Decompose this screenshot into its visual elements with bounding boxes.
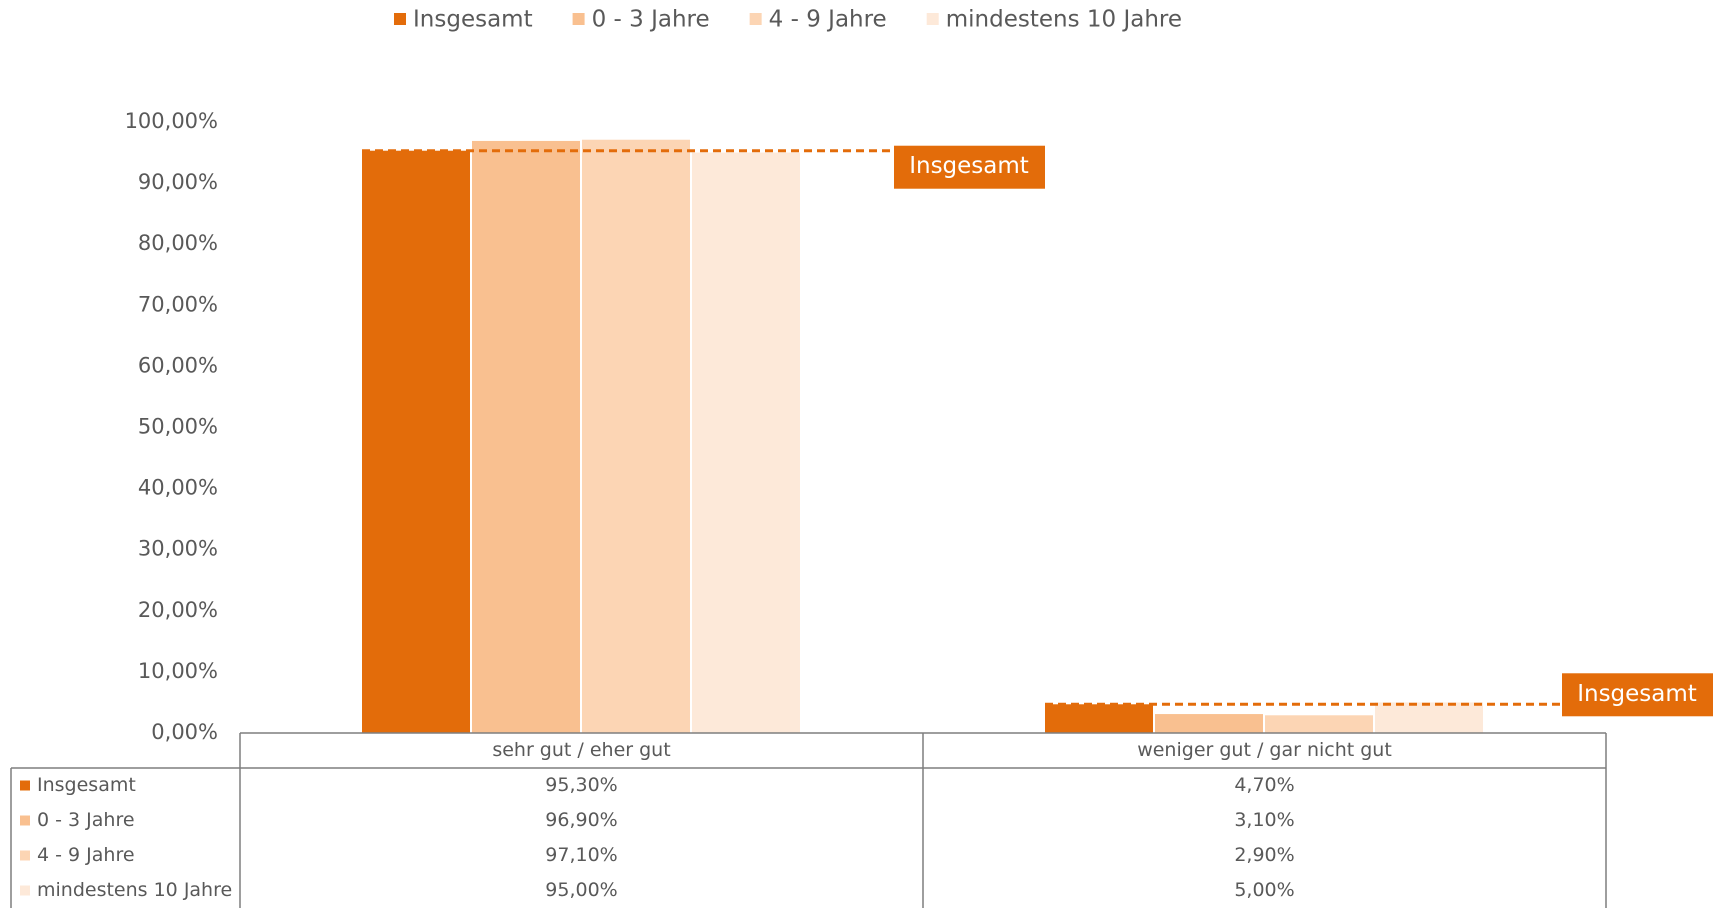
table-cell: 95,00% bbox=[545, 879, 617, 901]
bar bbox=[472, 140, 580, 734]
annotation-label: Insgesamt bbox=[909, 153, 1029, 179]
annotation-box bbox=[1562, 673, 1713, 717]
legend-label: 0 - 3 Jahre bbox=[592, 7, 710, 33]
table-row-label: Insgesamt bbox=[37, 774, 136, 796]
table-row-label: 4 - 9 Jahre bbox=[37, 844, 135, 866]
table-cell: 95,30% bbox=[545, 774, 617, 796]
x-tick-label: weniger gut / gar nicht gut bbox=[1137, 739, 1392, 761]
bar bbox=[1045, 704, 1153, 733]
bar bbox=[362, 150, 470, 734]
table-cell: 97,10% bbox=[545, 844, 617, 866]
table-cell: 2,90% bbox=[1234, 844, 1294, 866]
table-cell: 96,90% bbox=[545, 809, 617, 831]
legend-swatch bbox=[20, 885, 30, 896]
x-tick-label: sehr gut / eher gut bbox=[492, 739, 670, 761]
legend-swatch bbox=[749, 13, 762, 25]
y-tick-label: 70,00% bbox=[138, 292, 218, 316]
bar bbox=[692, 152, 800, 734]
legend-label: 4 - 9 Jahre bbox=[769, 7, 887, 33]
legend-label: Insgesamt bbox=[413, 7, 533, 33]
table-cell: 5,00% bbox=[1234, 879, 1294, 901]
table-cell: 4,70% bbox=[1234, 774, 1294, 796]
y-tick-label: 40,00% bbox=[138, 476, 218, 500]
y-tick-label: 30,00% bbox=[138, 537, 218, 561]
annotation-label: Insgesamt bbox=[1577, 681, 1697, 707]
legend-swatch bbox=[572, 13, 585, 25]
bar bbox=[1375, 702, 1483, 733]
annotation-box bbox=[894, 145, 1045, 189]
bar bbox=[1265, 715, 1373, 733]
y-tick-label: 100,00% bbox=[125, 109, 218, 133]
y-tick-label: 20,00% bbox=[138, 598, 218, 622]
y-tick-label: 80,00% bbox=[138, 231, 218, 255]
y-tick-label: 50,00% bbox=[138, 415, 218, 439]
table-row-label: 0 - 3 Jahre bbox=[37, 809, 135, 831]
y-tick-label: 60,00% bbox=[138, 353, 218, 377]
legend-swatch bbox=[20, 780, 30, 791]
table-row-label: mindestens 10 Jahre bbox=[37, 879, 232, 901]
legend-swatch bbox=[20, 850, 30, 861]
bar bbox=[1155, 714, 1263, 733]
table-cell: 3,10% bbox=[1234, 809, 1294, 831]
y-tick-label: 0,00% bbox=[151, 720, 218, 744]
legend-swatch bbox=[394, 13, 406, 25]
legend-label: mindestens 10 Jahre bbox=[946, 7, 1182, 33]
y-tick-label: 10,00% bbox=[138, 659, 218, 683]
y-tick-label: 90,00% bbox=[138, 170, 218, 194]
legend-swatch bbox=[926, 13, 939, 25]
bar bbox=[582, 139, 690, 733]
legend-swatch bbox=[20, 815, 30, 826]
